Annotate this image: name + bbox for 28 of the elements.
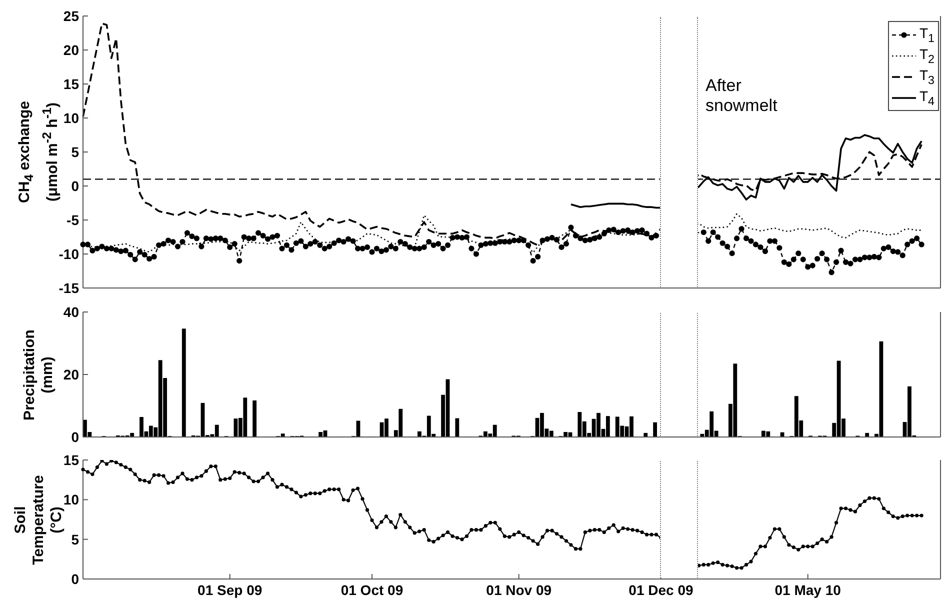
y-tick-label: 25 — [63, 8, 80, 24]
y-tick-label: 0 — [71, 570, 80, 587]
y-tick-label: 20 — [63, 366, 80, 382]
y-tick-label: 40 — [63, 304, 80, 320]
y-tick-label: 0 — [71, 178, 80, 194]
legend-label: T$_{4}$ — [919, 88, 934, 108]
y-tick-label: -15 — [58, 280, 80, 296]
y-axis-title: Soil Temperature (°C) — [12, 474, 65, 567]
y-tick-label: 10 — [63, 492, 80, 508]
x-tick-label: 01 May 10 — [774, 582, 842, 598]
legend-label: T$_{2}$ — [919, 46, 934, 66]
y-tick-label: 0 — [71, 428, 80, 445]
x-tick-label: 01 Dec 09 — [628, 582, 694, 598]
y-tick-label: -10 — [58, 246, 80, 262]
x-tick-label: 01 Nov 09 — [486, 582, 552, 598]
y-tick-label: 5 — [71, 144, 80, 160]
x-tick-label: 01 Sep 09 — [198, 582, 262, 598]
y-tick-label: 5 — [71, 531, 80, 548]
y-axis-title: Precipitation (mm) — [21, 328, 57, 422]
y-tick-label: 15 — [63, 76, 80, 92]
legend-label: T$_{1}$ — [919, 24, 934, 44]
x-tick-label: 01 Oct 09 — [340, 582, 404, 598]
y-tick-label: 10 — [63, 110, 80, 126]
y-tick-label: -5 — [66, 212, 80, 228]
y-tick-label: 15 — [63, 452, 80, 468]
y-tick-label: 20 — [63, 42, 80, 58]
annotation: After snowmelt — [706, 76, 778, 116]
legend-label: T$_{3}$ — [919, 66, 934, 86]
